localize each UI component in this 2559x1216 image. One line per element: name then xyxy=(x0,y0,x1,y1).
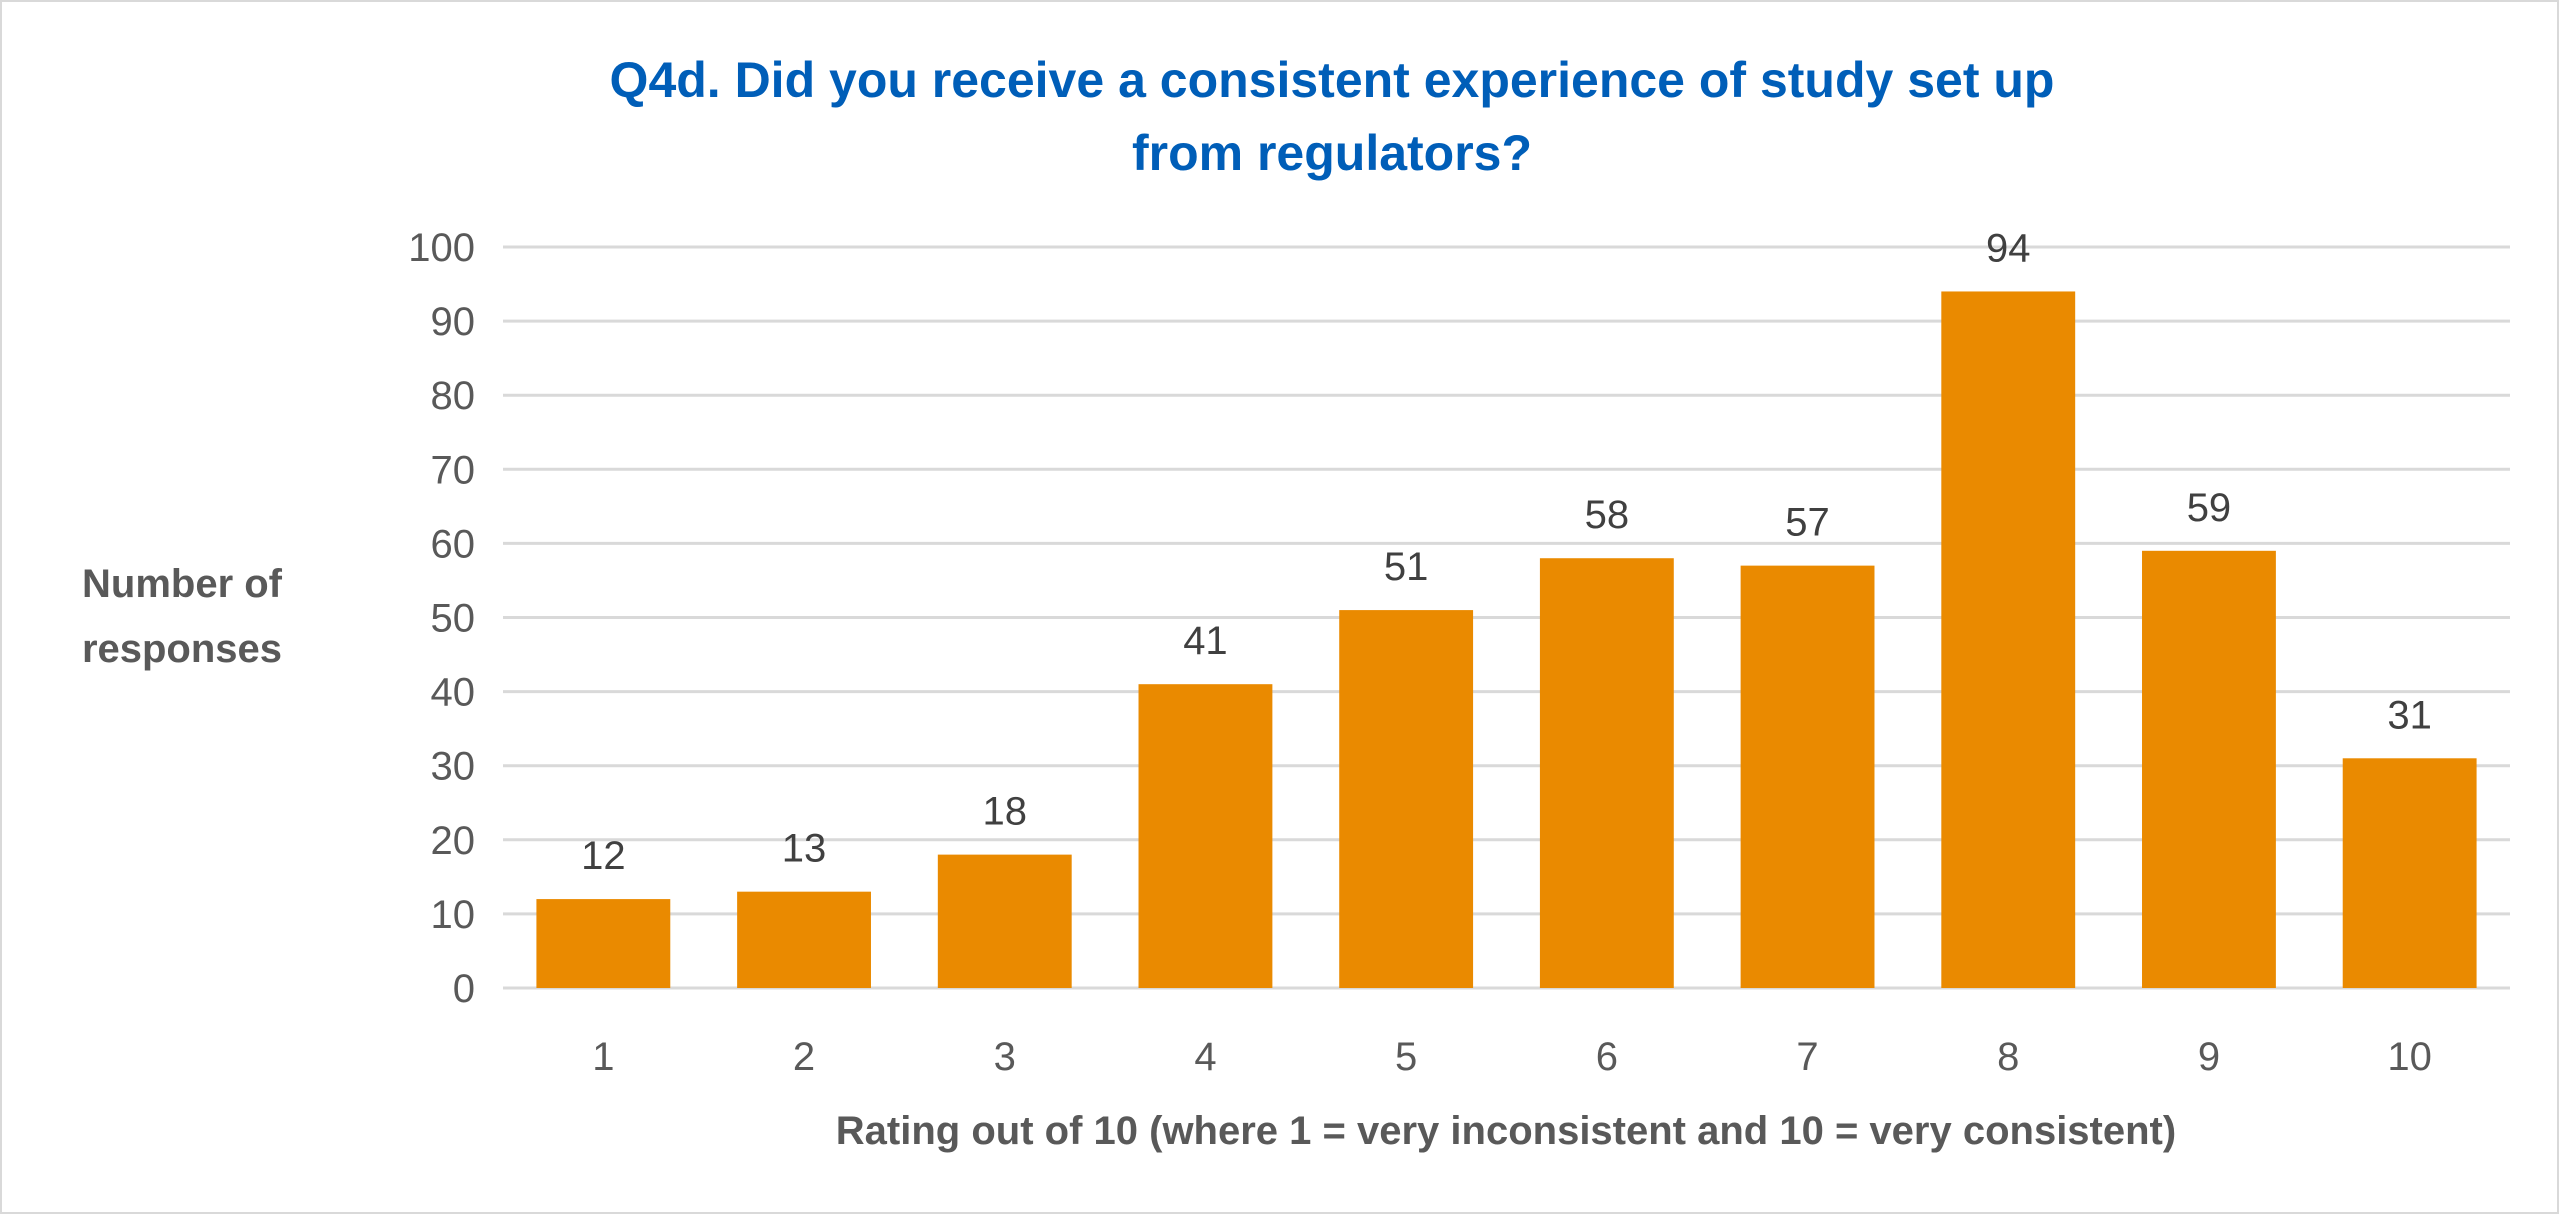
bar-1 xyxy=(536,899,671,988)
data-label: 57 xyxy=(1785,501,1830,545)
chart-title-line-2: from regulators? xyxy=(1132,125,1532,181)
x-tick-label: 4 xyxy=(1194,1035,1216,1079)
data-label: 12 xyxy=(581,834,626,878)
y-tick-label: 40 xyxy=(431,671,476,715)
data-label: 41 xyxy=(1183,619,1228,663)
y-tick-label: 100 xyxy=(408,226,475,270)
y-tick-label: 30 xyxy=(431,745,476,789)
y-tick-label: 0 xyxy=(453,967,475,1011)
x-tick-label: 10 xyxy=(2387,1035,2432,1079)
bar-6 xyxy=(1539,558,1674,988)
y-tick-label: 20 xyxy=(431,819,476,863)
x-tick-label: 8 xyxy=(1997,1035,2019,1079)
data-label: 59 xyxy=(2187,486,2232,530)
data-label: 31 xyxy=(2387,693,2432,737)
bar-7 xyxy=(1740,565,1875,988)
data-label: 58 xyxy=(1585,493,1630,537)
x-tick-label: 1 xyxy=(592,1035,614,1079)
y-tick-label: 90 xyxy=(431,300,476,344)
bar-10 xyxy=(2342,758,2477,988)
x-tick-label: 5 xyxy=(1395,1035,1417,1079)
bar-5 xyxy=(1339,610,1474,988)
bar-2 xyxy=(737,891,871,988)
data-label: 13 xyxy=(782,827,827,871)
bar-3 xyxy=(937,854,1072,988)
x-axis-title: Rating out of 10 (where 1 = very inconsi… xyxy=(836,1109,2176,1153)
x-tick-label: 3 xyxy=(994,1035,1016,1079)
bar-9 xyxy=(2142,550,2276,988)
y-tick-label: 60 xyxy=(431,522,476,566)
chart-title-line-1: Q4d. Did you receive a consistent experi… xyxy=(610,52,2055,108)
data-label: 18 xyxy=(983,790,1028,834)
x-tick-label: 7 xyxy=(1796,1035,1818,1079)
y-tick-label: 70 xyxy=(431,448,476,492)
x-tick-label: 9 xyxy=(2198,1035,2220,1079)
y-axis-title-line-2: responses xyxy=(82,627,282,671)
bar-4 xyxy=(1138,684,1273,988)
data-label: 94 xyxy=(1986,226,2031,270)
x-tick-label: 6 xyxy=(1596,1035,1618,1079)
y-tick-label: 10 xyxy=(431,893,476,937)
y-tick-label: 50 xyxy=(431,597,476,641)
data-label: 51 xyxy=(1384,545,1429,589)
y-axis-title-line-1: Number of xyxy=(82,562,283,606)
y-tick-label: 80 xyxy=(431,374,476,418)
bar-8 xyxy=(1941,291,2076,989)
x-tick-label: 2 xyxy=(793,1035,815,1079)
